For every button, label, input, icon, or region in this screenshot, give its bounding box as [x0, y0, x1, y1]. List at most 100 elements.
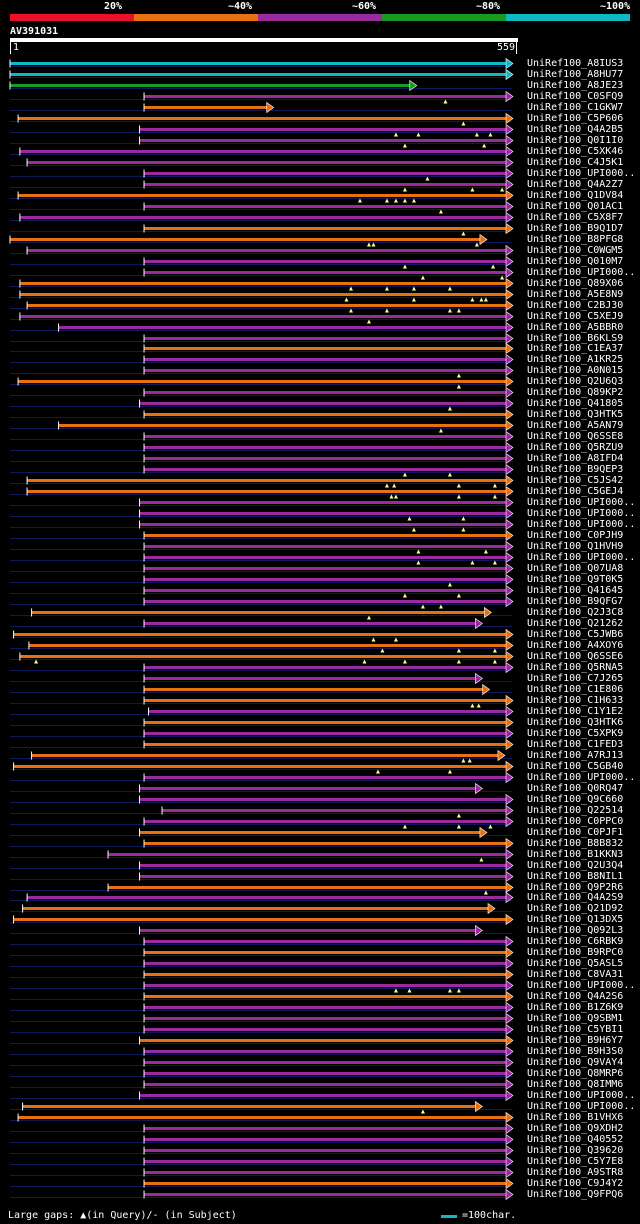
hit-label[interactable]: UniRef100_C0WGM5	[527, 244, 624, 256]
hit-label[interactable]: UniRef100_C5YBI1	[527, 1023, 624, 1035]
hit-label[interactable]: UniRef100_Q8MRP6	[527, 1067, 624, 1079]
hit-label[interactable]: UniRef100_Q4A2B5	[527, 123, 624, 135]
hit-label[interactable]: UniRef100_C5Y7E8	[527, 1155, 624, 1167]
hit-label[interactable]: UniRef100_UPI000..	[527, 496, 636, 508]
hit-label[interactable]: UniRef100_Q3HTK5	[527, 408, 624, 420]
hit-label[interactable]: UniRef100_Q9P2R6	[527, 881, 624, 893]
hit-label[interactable]: UniRef100_Q13DX5	[527, 913, 624, 925]
hit-label[interactable]: UniRef100_Q5RZU9	[527, 441, 624, 453]
hit-label[interactable]: UniRef100_Q01AC1	[527, 200, 624, 212]
hit-label[interactable]: UniRef100_UPI000..	[527, 1100, 636, 1112]
hit-label[interactable]: UniRef100_Q89X06	[527, 277, 624, 289]
hit-label[interactable]: UniRef100_Q41805	[527, 397, 624, 409]
hit-label[interactable]: UniRef100_Q1DV84	[527, 189, 624, 201]
hit-label[interactable]: UniRef100_B1KKN3	[527, 848, 624, 860]
hit-label[interactable]: UniRef100_Q9VAY4	[527, 1056, 624, 1068]
hit-label[interactable]: UniRef100_Q010M7	[527, 255, 624, 267]
hit-label[interactable]: UniRef100_Q1HVH9	[527, 540, 624, 552]
hit-label[interactable]: UniRef100_Q092L3	[527, 924, 624, 936]
hit-label[interactable]: UniRef100_C0SFQ9	[527, 90, 624, 102]
hit-label[interactable]: UniRef100_Q39620	[527, 1144, 624, 1156]
hit-label[interactable]: UniRef100_Q8IMM6	[527, 1078, 624, 1090]
hit-label[interactable]: UniRef100_Q5RNA5	[527, 661, 624, 673]
hit-label[interactable]: UniRef100_C1Y1E2	[527, 705, 624, 717]
hit-label[interactable]: UniRef100_Q89KP2	[527, 386, 624, 398]
hit-label[interactable]: UniRef100_C0PJH9	[527, 529, 624, 541]
hit-label[interactable]: UniRef100_Q9SBM1	[527, 1012, 624, 1024]
hit-label[interactable]: UniRef100_Q07UA8	[527, 562, 624, 574]
hit-label[interactable]: UniRef100_B9Q1D7	[527, 222, 624, 234]
hit-label[interactable]: UniRef100_C4J5K1	[527, 156, 624, 168]
hit-label[interactable]: UniRef100_Q21D92	[527, 902, 624, 914]
hit-label[interactable]: UniRef100_Q0RQ47	[527, 782, 624, 794]
hit-label[interactable]: UniRef100_Q2U6Q3	[527, 375, 624, 387]
hit-label[interactable]: UniRef100_B8NIL1	[527, 870, 624, 882]
hit-label[interactable]: UniRef100_Q0I1I0	[527, 134, 624, 146]
hit-label[interactable]: UniRef100_Q3HTK6	[527, 716, 624, 728]
hit-label[interactable]: UniRef100_A9STR8	[527, 1166, 624, 1178]
hit-label[interactable]: UniRef100_C9J4Y2	[527, 1177, 624, 1189]
hit-label[interactable]: UniRef100_A7RJ13	[527, 749, 624, 761]
hit-label[interactable]: UniRef100_C5X8F7	[527, 211, 624, 223]
hit-label[interactable]: UniRef100_Q2U3Q4	[527, 859, 624, 871]
hit-label[interactable]: UniRef100_Q22514	[527, 804, 624, 816]
hit-label[interactable]: UniRef100_UPI000..	[527, 771, 636, 783]
hit-label[interactable]: UniRef100_C1E806	[527, 683, 624, 695]
hit-label[interactable]: UniRef100_C1GKW7	[527, 101, 624, 113]
hit-label[interactable]: UniRef100_Q21262	[527, 617, 624, 629]
hit-label[interactable]: UniRef100_B1Z6K9	[527, 1001, 624, 1013]
hit-label[interactable]: UniRef100_A0N015	[527, 364, 624, 376]
hit-label[interactable]: UniRef100_Q9FPQ6	[527, 1188, 624, 1200]
hit-label[interactable]: UniRef100_Q2J3C8	[527, 606, 624, 618]
hit-label[interactable]: UniRef100_UPI000..	[527, 1089, 636, 1101]
hit-label[interactable]: UniRef100_A5AN79	[527, 419, 624, 431]
hit-label[interactable]: UniRef100_C1H633	[527, 694, 624, 706]
hit-label[interactable]: UniRef100_C5XEJ9	[527, 310, 624, 322]
hit-label[interactable]: UniRef100_B8PFG8	[527, 233, 624, 245]
hit-label[interactable]: UniRef100_Q9T0K5	[527, 573, 624, 585]
hit-label[interactable]: UniRef100_UPI000..	[527, 266, 636, 278]
hit-label[interactable]: UniRef100_UPI000..	[527, 167, 636, 179]
hit-label[interactable]: UniRef100_C5XPK9	[527, 727, 624, 739]
hit-label[interactable]: UniRef100_UPI000..	[527, 551, 636, 563]
hit-label[interactable]: UniRef100_A5BBR0	[527, 321, 624, 333]
hit-label[interactable]: UniRef100_A5E8N9	[527, 288, 624, 300]
hit-label[interactable]: UniRef100_C0PPC0	[527, 815, 624, 827]
hit-label[interactable]: UniRef100_C1FED3	[527, 738, 624, 750]
hit-label[interactable]: UniRef100_A4XOY6	[527, 639, 624, 651]
hit-label[interactable]: UniRef100_UPI000..	[527, 507, 636, 519]
hit-label[interactable]: UniRef100_C1EA37	[527, 342, 624, 354]
hit-label[interactable]: UniRef100_Q9XDH2	[527, 1122, 624, 1134]
hit-label[interactable]: UniRef100_Q4A2S9	[527, 891, 624, 903]
hit-label[interactable]: UniRef100_B8B832	[527, 837, 624, 849]
hit-label[interactable]: UniRef100_Q6SSE8	[527, 430, 624, 442]
hit-label[interactable]: UniRef100_Q4A2Z7	[527, 178, 624, 190]
hit-label[interactable]: UniRef100_A8IFD4	[527, 452, 624, 464]
hit-label[interactable]: UniRef100_C5GEJ4	[527, 485, 624, 497]
hit-label[interactable]: UniRef100_C0PJF1	[527, 826, 624, 838]
hit-label[interactable]: UniRef100_C6RBK9	[527, 935, 624, 947]
hit-label[interactable]: UniRef100_A8JE23	[527, 79, 624, 91]
hit-label[interactable]: UniRef100_A8IUS3	[527, 57, 624, 69]
hit-label[interactable]: UniRef100_UPI000..	[527, 518, 636, 530]
hit-label[interactable]: UniRef100_B9QEP3	[527, 463, 624, 475]
hit-label[interactable]: UniRef100_C8VA31	[527, 968, 624, 980]
hit-label[interactable]: UniRef100_C5JS42	[527, 474, 624, 486]
hit-label[interactable]: UniRef100_B1VHX6	[527, 1111, 624, 1123]
hit-label[interactable]: UniRef100_C7J265	[527, 672, 624, 684]
hit-label[interactable]: UniRef100_B9H6Y7	[527, 1034, 624, 1046]
hit-label[interactable]: UniRef100_B9H3S0	[527, 1045, 624, 1057]
hit-label[interactable]: UniRef100_Q5ASL5	[527, 957, 624, 969]
hit-label[interactable]: UniRef100_B9QFG7	[527, 595, 624, 607]
hit-label[interactable]: UniRef100_A8HU77	[527, 68, 624, 80]
hit-label[interactable]: UniRef100_B9RPC0	[527, 946, 624, 958]
hit-label[interactable]: UniRef100_Q6SSE6	[527, 650, 624, 662]
hit-label[interactable]: UniRef100_UPI000..	[527, 979, 636, 991]
hit-label[interactable]: UniRef100_C5XK46	[527, 145, 624, 157]
hit-label[interactable]: UniRef100_C5JWB6	[527, 628, 624, 640]
hit-label[interactable]: UniRef100_Q9C660	[527, 793, 624, 805]
hit-label[interactable]: UniRef100_A1KR25	[527, 353, 624, 365]
hit-label[interactable]: UniRef100_Q41645	[527, 584, 624, 596]
hit-label[interactable]: UniRef100_C2BJ30	[527, 299, 624, 311]
hit-label[interactable]: UniRef100_B6KLS9	[527, 332, 624, 344]
